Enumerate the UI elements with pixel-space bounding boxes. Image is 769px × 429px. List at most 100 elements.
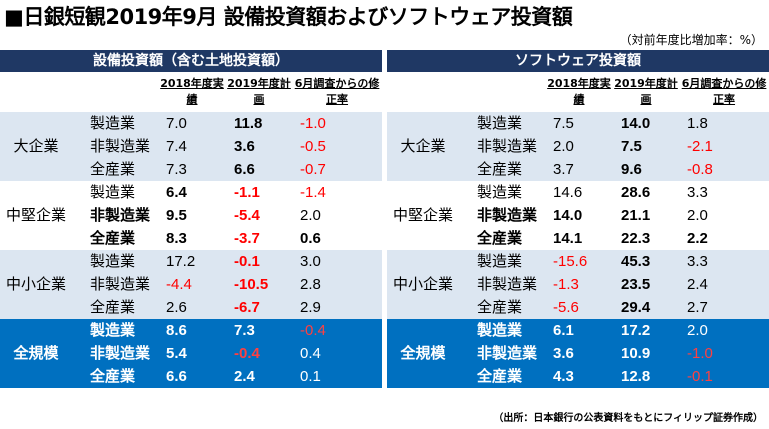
value-cell: 2.4: [679, 273, 769, 296]
value-cell: -2.1: [679, 135, 769, 158]
page-title: ■日銀短観2019年9月 設備投資額およびソフトウェア投資額: [4, 5, 573, 29]
value-cell: 22.3: [613, 227, 679, 250]
industry-label: 全産業: [459, 158, 545, 181]
value-cell: 17.2: [613, 319, 679, 342]
value-cell: 9.5: [158, 204, 226, 227]
value-cell: 6.6: [226, 158, 292, 181]
value-cell: -1.1: [226, 181, 292, 204]
value-cell: 0.4: [292, 342, 383, 365]
value-cell: -5.4: [226, 204, 292, 227]
col-header: 6月調査からの修正率: [679, 72, 769, 112]
industry-label: 製造業: [459, 181, 545, 204]
value-cell: -1.4: [292, 181, 383, 204]
group-label: 全規模: [387, 319, 459, 388]
table-row: 中堅企業 製造業 14.6 28.6 3.3: [387, 181, 769, 250]
table-row: 中小企業 製造業 17.2 -0.1 3.0: [0, 250, 383, 319]
table-row: 中小企業 製造業 -15.6 45.3 3.3: [387, 250, 769, 319]
table-row: 非製造業 7.4 3.6 -0.5: [0, 135, 383, 158]
group-label: 大企業: [0, 112, 72, 181]
column-headers: 2018年度実績 2019年度計画 6月調査からの修正率: [387, 72, 769, 112]
group-label: 大企業: [387, 112, 459, 181]
value-cell: 7.5: [545, 112, 613, 135]
value-cell: 2.0: [292, 204, 383, 227]
value-cell: -1.0: [679, 342, 769, 365]
table-row: 非製造業 9.5 -5.4 2.0: [0, 204, 383, 227]
value-cell: 7.5: [613, 135, 679, 158]
value-cell: 7.3: [226, 319, 292, 342]
value-cell: -1.0: [292, 112, 383, 135]
value-cell: 17.2: [158, 250, 226, 273]
table-row: 全産業 4.3 12.8 -0.1: [387, 365, 769, 388]
value-cell: 28.6: [613, 181, 679, 204]
industry-label: 全産業: [459, 227, 545, 250]
value-cell: -5.6: [545, 296, 613, 319]
table-row: 非製造業 14.0 21.1 2.0: [387, 204, 769, 227]
value-cell: -0.7: [292, 158, 383, 181]
table-row: 大企業 製造業 7.5 14.0 1.8: [387, 112, 769, 181]
industry-label: 非製造業: [459, 135, 545, 158]
industry-label: 全産業: [72, 296, 158, 319]
value-cell: 14.1: [545, 227, 613, 250]
industry-label: 製造業: [459, 250, 545, 273]
industry-label: 全産業: [72, 227, 158, 250]
value-cell: 3.7: [545, 158, 613, 181]
group-label: 中堅企業: [0, 181, 72, 250]
value-cell: -0.8: [679, 158, 769, 181]
table-row: 非製造業 5.4 -0.4 0.4: [0, 342, 383, 365]
table-row: 中堅企業 製造業 6.4 -1.1 -1.4: [0, 181, 383, 250]
industry-label: 全産業: [72, 158, 158, 181]
table-row: 全産業 7.3 6.6 -0.7: [0, 158, 383, 181]
table-row: 全規模 製造業 6.1 17.2 2.0: [387, 319, 769, 388]
value-cell: 2.2: [679, 227, 769, 250]
value-cell: 14.0: [545, 204, 613, 227]
value-cell: 3.6: [545, 342, 613, 365]
industry-label: 全産業: [72, 365, 158, 388]
value-cell: 3.6: [226, 135, 292, 158]
value-cell: 2.9: [292, 296, 383, 319]
table-row: 非製造業 -4.4 -10.5 2.8: [0, 273, 383, 296]
panel-title: ソフトウェア投資額: [387, 50, 769, 72]
value-cell: 9.6: [613, 158, 679, 181]
value-cell: 2.0: [545, 135, 613, 158]
table-row: 全産業 14.1 22.3 2.2: [387, 227, 769, 250]
value-cell: 0.6: [292, 227, 383, 250]
value-cell: 29.4: [613, 296, 679, 319]
industry-label: 非製造業: [72, 135, 158, 158]
table-row: 大企業 製造業 7.0 11.8 -1.0: [0, 112, 383, 181]
value-cell: 11.8: [226, 112, 292, 135]
value-cell: 7.4: [158, 135, 226, 158]
industry-label: 製造業: [459, 319, 545, 342]
industry-label: 製造業: [72, 112, 158, 135]
value-cell: 6.1: [545, 319, 613, 342]
col-header: 2018年度実績: [545, 72, 613, 112]
table-row: 全産業 6.6 2.4 0.1: [0, 365, 383, 388]
value-cell: 3.3: [679, 181, 769, 204]
value-cell: 23.5: [613, 273, 679, 296]
software-table: ソフトウェア投資額 2018年度実績 2019年度計画 6月調査からの修正率 大…: [387, 50, 769, 388]
industry-label: 非製造業: [72, 204, 158, 227]
table-row: 全産業 8.3 -3.7 0.6: [0, 227, 383, 250]
industry-label: 全産業: [459, 365, 545, 388]
value-cell: -10.5: [226, 273, 292, 296]
value-cell: 7.3: [158, 158, 226, 181]
group-label: 全規模: [0, 319, 72, 388]
value-cell: -0.5: [292, 135, 383, 158]
table-row: 非製造業 -1.3 23.5 2.4: [387, 273, 769, 296]
value-cell: 6.4: [158, 181, 226, 204]
group-label: 中小企業: [387, 250, 459, 319]
value-cell: -15.6: [545, 250, 613, 273]
value-cell: 3.3: [679, 250, 769, 273]
table-row: 非製造業 3.6 10.9 -1.0: [387, 342, 769, 365]
industry-label: 全産業: [459, 296, 545, 319]
value-cell: 2.0: [679, 319, 769, 342]
value-cell: -0.1: [679, 365, 769, 388]
industry-label: 非製造業: [72, 273, 158, 296]
col-header: 2018年度実績: [158, 72, 226, 112]
value-cell: 4.3: [545, 365, 613, 388]
industry-label: 製造業: [459, 112, 545, 135]
col-header: 2019年度計画: [226, 72, 292, 112]
value-cell: 10.9: [613, 342, 679, 365]
value-cell: 2.0: [679, 204, 769, 227]
value-cell: 7.0: [158, 112, 226, 135]
source-note: （出所：日本銀行の公表資料をもとにフィリップ証券作成）: [493, 413, 763, 424]
